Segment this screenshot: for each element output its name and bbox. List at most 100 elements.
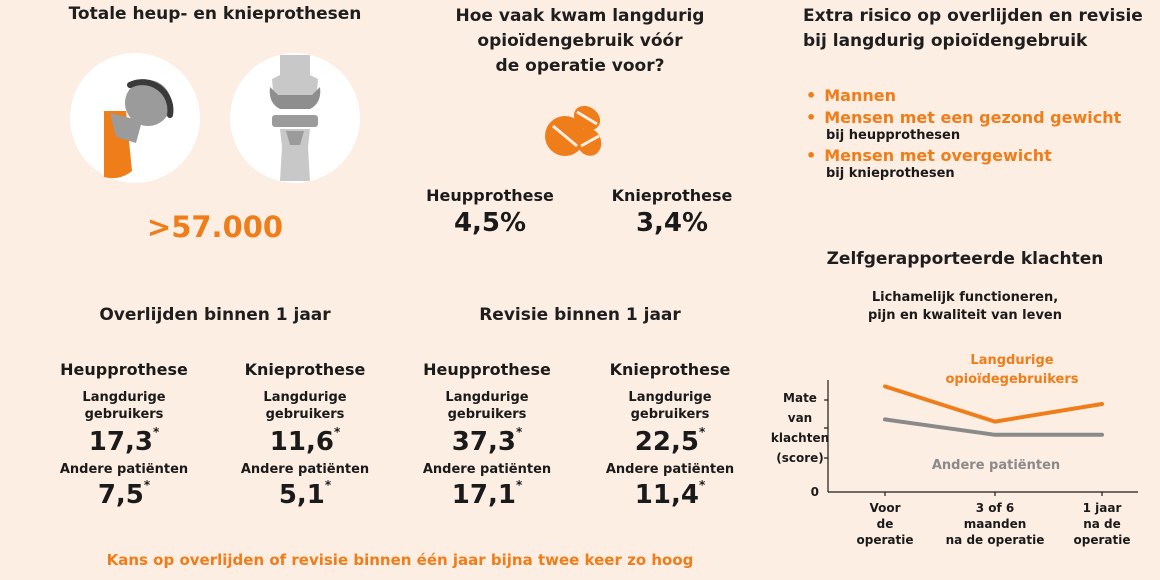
frequency-hip-value: 4,5% [453,208,527,238]
series-label-long-users: opioïdegebruikers [945,372,1078,387]
x-tick-label: 3 of 6 [976,501,1015,515]
value: 17,1 [451,480,516,510]
label-line: gebruikers [265,407,345,422]
value: 17,3 [88,427,153,457]
hip-prosthesis-icon [70,53,200,183]
mortality-hip-long-value: 17,3* [44,425,204,457]
x-tick-label: operatie [1074,533,1131,547]
totals-value: >57.000 [146,210,284,244]
knee-prosthesis-icon [230,53,360,183]
value: 5,1 [278,480,325,510]
y-axis-label: van [788,411,812,425]
risk-item: • Mensen met een gezond gewicht bij heupp… [806,108,1146,144]
x-tick-label: de [877,517,894,531]
x-tick-label: na de operatie [946,533,1045,547]
mortality-knee-other-label: Andere patiënten [240,462,370,477]
chart-subtitle-line: Lichamelijk functioneren, [871,290,1059,305]
mortality-knee-long-label: Langdurige gebruikers [225,389,385,423]
label-line: Langdurige [82,390,166,405]
frequency-knee-label: Knieprothese [611,186,733,205]
revision-knee-long-value: 22,5* [590,425,750,457]
revision-knee-other-value: 11,4* [590,478,750,510]
frequency-title-line: opioïdengebruik vóór [477,31,683,51]
chart-axes [824,380,1138,496]
mortality-hip-column: Heupprothese Langdurige gebruikers 17,3*… [44,360,204,510]
chart-title: Zelfgerapporteerde klachten [826,249,1104,269]
series-line [883,384,1104,424]
risk-item: • Mensen met overgewicht bij knieprothese… [806,146,1146,182]
mortality-hip-other-label: Andere patiënten [59,462,189,477]
risk-title: Extra risico op overlijden en revisie bi… [803,4,1153,54]
revision-hip-other-label: Andere patiënten [422,462,552,477]
frequency-hip-label: Heupprothese [426,186,554,205]
significance-mark: * [333,425,341,439]
y-axis-label: Mate [783,391,817,405]
mortality-title: Overlijden binnen 1 jaar [99,305,331,325]
x-tick-label: na de [1083,517,1121,531]
label-line: Langdurige [445,390,529,405]
frequency-knee-value: 3,4% [635,208,709,238]
significance-mark: * [143,478,151,492]
risk-item-sub: bij heupprothesen [826,128,961,143]
risk-title-line: bij langdurig opioïdengebruik [803,31,1088,51]
mortality-knee-column: Knieprothese Langdurige gebruikers 11,6*… [225,360,385,510]
significance-mark: * [698,425,706,439]
data-point [883,384,887,388]
x-tick-label: 1 jaar [1083,501,1122,515]
value: 7,5 [97,480,144,510]
revision-hip-long-label: Langdurige gebruikers [407,389,567,423]
significance-mark: * [152,425,160,439]
value: 11,6 [269,427,334,457]
mortality-knee-other-value: 5,1* [225,478,385,510]
risk-item: • Mannen [806,86,896,105]
label-line: gebruikers [84,407,164,422]
significance-mark: * [515,425,523,439]
footnote: Kans op overlijden of revisie binnen één… [106,551,694,569]
revision-hip-other-value: 17,1* [407,478,567,510]
chart-subtitle: Lichamelijk functioneren, pijn en kwalit… [800,289,1130,325]
significance-mark: * [698,478,706,492]
risk-title-line: Extra risico op overlijden en revisie [803,6,1143,26]
data-point [883,417,887,421]
complaints-chart: 0 Mate van klachten (score) Voor de operatie 3 o… [771,353,1138,547]
value: 37,3 [451,427,516,457]
chart-labels: 0 Mate van klachten (score) Voor de operatie 3 o… [771,353,1131,547]
series-label-other-patients: Andere patiënten [932,458,1060,473]
y-axis-label: klachten [771,431,829,445]
value: 22,5 [634,427,699,457]
revision-hip-label: Heupprothese [423,360,551,379]
bullet-icon: • [806,86,817,105]
revision-title: Revisie binnen 1 jaar [479,305,681,325]
data-point [993,433,997,437]
frequency-title-line: de operatie voor? [495,56,665,76]
mortality-hip-other-value: 7,5* [44,478,204,510]
data-point [1100,402,1104,406]
significance-mark: * [515,478,523,492]
pills-icon [541,100,611,164]
bullet-icon: • [806,108,817,127]
revision-hip-long-value: 37,3* [407,425,567,457]
y-axis-label: (score) [776,451,824,465]
mortality-knee-long-value: 11,6* [225,425,385,457]
label-line: Langdurige [263,390,347,405]
mortality-knee-label: Knieprothese [244,360,366,379]
revision-knee-label: Knieprothese [609,360,731,379]
bullet-icon: • [806,146,817,165]
y-zero-label: 0 [811,485,819,499]
x-tick-label: Voor [869,501,900,515]
data-point [1100,433,1104,437]
mortality-hip-label: Heupprothese [60,360,188,379]
chart-series [883,384,1104,437]
frequency-title-line: Hoe vaak kwam langdurig [455,6,705,26]
revision-hip-column: Heupprothese Langdurige gebruikers 37,3*… [407,360,567,510]
label-line: gebruikers [630,407,710,422]
label-line: Langdurige [628,390,712,405]
series-label-long-users: Langdurige [970,353,1053,368]
frequency-title: Hoe vaak kwam langdurig opioïdengebruik … [420,4,740,79]
mortality-hip-long-label: Langdurige gebruikers [44,389,204,423]
data-point [993,420,997,424]
risk-item-sub: bij knieprothesen [826,166,955,181]
risk-list: • Mannen • Mensen met een gezond gewicht b… [806,86,1146,184]
x-tick-label: operatie [857,533,914,547]
chart-subtitle-line: pijn en kwaliteit van leven [867,308,1062,323]
